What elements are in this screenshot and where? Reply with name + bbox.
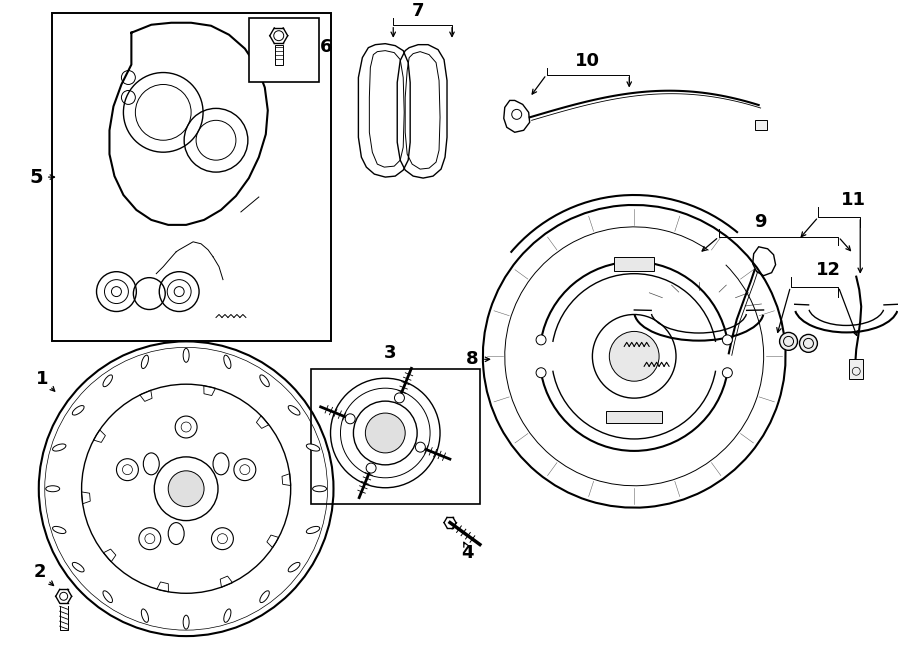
- Circle shape: [723, 368, 733, 377]
- Ellipse shape: [184, 348, 189, 362]
- Circle shape: [394, 393, 404, 403]
- Ellipse shape: [72, 406, 84, 415]
- Ellipse shape: [72, 563, 84, 572]
- Circle shape: [168, 471, 204, 507]
- Ellipse shape: [312, 486, 327, 492]
- Ellipse shape: [260, 591, 269, 603]
- Text: 5: 5: [29, 168, 42, 186]
- Text: 9: 9: [754, 213, 767, 231]
- Ellipse shape: [103, 591, 112, 603]
- Circle shape: [799, 334, 817, 352]
- Ellipse shape: [260, 375, 269, 387]
- Ellipse shape: [306, 526, 319, 533]
- Circle shape: [139, 527, 161, 550]
- Text: 10: 10: [575, 52, 600, 69]
- Text: 3: 3: [384, 344, 397, 362]
- Circle shape: [366, 463, 376, 473]
- Circle shape: [365, 413, 405, 453]
- Text: 4: 4: [462, 545, 474, 563]
- Bar: [310, 369, 480, 504]
- Circle shape: [779, 332, 797, 350]
- Circle shape: [536, 335, 546, 345]
- Text: 6: 6: [320, 38, 333, 56]
- Circle shape: [609, 331, 659, 381]
- Ellipse shape: [213, 453, 229, 475]
- Text: 7: 7: [412, 2, 425, 20]
- Ellipse shape: [288, 406, 300, 415]
- Bar: [615, 256, 654, 271]
- Ellipse shape: [103, 375, 112, 387]
- Circle shape: [536, 368, 546, 377]
- Ellipse shape: [46, 486, 59, 492]
- Circle shape: [346, 414, 356, 424]
- Text: 8: 8: [465, 350, 478, 368]
- Ellipse shape: [168, 523, 184, 545]
- Ellipse shape: [52, 526, 66, 533]
- Bar: [850, 360, 863, 379]
- Circle shape: [234, 459, 256, 481]
- Ellipse shape: [224, 609, 231, 622]
- Text: 1: 1: [35, 370, 48, 388]
- Circle shape: [723, 335, 733, 345]
- Ellipse shape: [306, 444, 319, 451]
- Text: 2: 2: [33, 563, 46, 582]
- Ellipse shape: [288, 563, 300, 572]
- Bar: [51, 13, 330, 341]
- Text: 12: 12: [816, 260, 841, 279]
- Ellipse shape: [184, 615, 189, 629]
- Ellipse shape: [143, 453, 159, 475]
- Text: 11: 11: [841, 191, 866, 209]
- Ellipse shape: [224, 355, 231, 369]
- Bar: [249, 18, 319, 83]
- Bar: [607, 411, 662, 423]
- Ellipse shape: [52, 444, 66, 451]
- Ellipse shape: [141, 609, 149, 622]
- Circle shape: [212, 527, 233, 550]
- Ellipse shape: [141, 355, 149, 369]
- Bar: [755, 120, 767, 130]
- Circle shape: [176, 416, 197, 438]
- Bar: [274, 45, 283, 65]
- Circle shape: [116, 459, 139, 481]
- Circle shape: [416, 442, 426, 452]
